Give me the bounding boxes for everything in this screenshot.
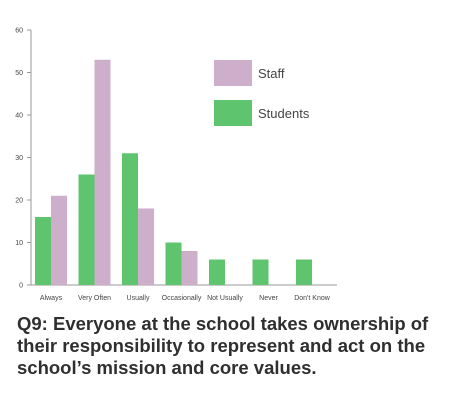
y-tick-label: 30 [15,155,23,162]
bar-chart: 0 10 20 30 40 50 60 Always Very Often Usually Occ… [15,28,337,302]
y-tick-label: 50 [15,70,23,77]
y-tick-label: 10 [15,240,23,247]
legend-label-students: Students [258,106,310,121]
y-tick-label: 0 [19,283,23,290]
y-tick-label: 40 [15,113,23,120]
bar-students [78,174,95,285]
bar-staff [51,195,67,285]
x-tick-label: Occasionally [162,295,202,302]
bar-students [122,153,138,285]
x-tick-label: Not Usually [207,295,243,302]
x-tick-label: Always [40,295,63,302]
legend-swatch-students [214,100,252,126]
bar-staff [94,59,111,285]
bar-staff [181,251,198,285]
x-tick-label: Very Often [78,295,111,302]
x-tick-label: Usually [127,295,150,302]
bar-students [165,242,182,285]
x-tick-label: Never [259,295,278,302]
bar-students [209,259,225,285]
y-tick-label: 60 [15,28,23,35]
bar-students [35,217,51,285]
bar-students [252,259,269,285]
y-tick-label: 20 [15,198,23,205]
bar-staff [138,208,154,285]
legend-swatch-staff [214,60,252,86]
chart-caption: Q9: Everyone at the school takes ownersh… [17,313,429,378]
x-tick-label: Don't Know [294,295,331,302]
legend-label-staff: Staff [258,66,285,81]
bar-students [296,259,312,285]
